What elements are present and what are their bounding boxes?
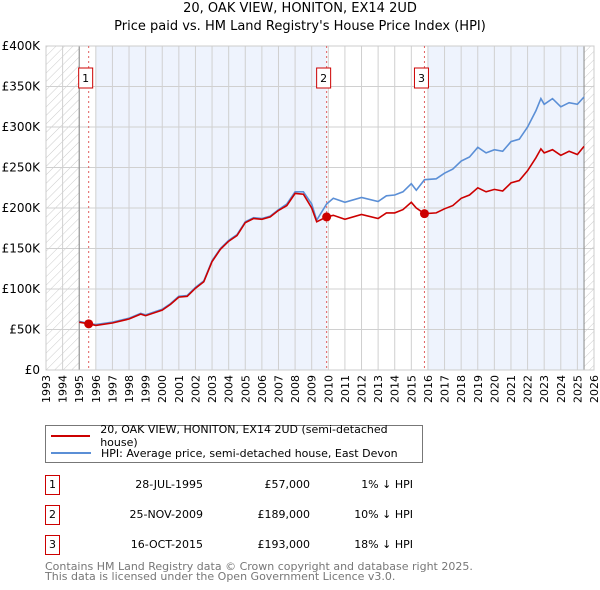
sale-date: 16-OCT-2015: [130, 538, 203, 551]
chart-subtitle: Price paid vs. HM Land Registry's House …: [114, 19, 486, 34]
sale-label: 2: [320, 72, 327, 85]
x-tick-label: 2026: [588, 375, 600, 403]
x-tick-label: 2022: [522, 375, 535, 403]
legend-item-property: 20, OAK VIEW, HONITON, EX14 2UD (semi-de…: [46, 423, 422, 449]
x-tick-label: 2019: [472, 375, 485, 403]
sale-point: [419, 209, 429, 219]
x-tick-label: 2002: [189, 375, 202, 403]
x-tick-label: 2011: [339, 375, 352, 403]
x-tick-label: 2021: [505, 375, 518, 403]
x-tick-label: 2025: [571, 375, 584, 403]
sale-hpi-diff: 18% ↓ HPI: [354, 538, 413, 551]
y-tick-label: £200K: [2, 201, 42, 215]
y-tick-label: £400K: [2, 39, 42, 53]
sale-label-box: [78, 67, 94, 89]
x-tick-label: 2003: [206, 375, 219, 403]
sale-date: 28-JUL-1995: [135, 478, 203, 491]
x-tick-label: 2020: [488, 375, 501, 403]
table-row: 3 16-OCT-2015 £193,000 18% ↓ HPI: [45, 535, 465, 555]
legend-swatch-blue: [51, 452, 91, 454]
legend: 20, OAK VIEW, HONITON, EX14 2UD (semi-de…: [45, 423, 423, 463]
sale-point: [84, 319, 94, 329]
x-tick-label: 2010: [322, 375, 335, 403]
y-tick-label: £50K: [9, 323, 41, 337]
x-tick-label: 2006: [256, 375, 269, 403]
x-tick-label: 2024: [555, 375, 568, 403]
sale-label-box: [413, 67, 429, 89]
sale-label: 1: [82, 72, 89, 85]
table-row: 1 28-JUL-1995 £57,000 1% ↓ HPI: [45, 475, 465, 495]
sale-hpi-diff: 1% ↓ HPI: [361, 478, 413, 491]
x-tick-label: 2023: [538, 375, 551, 403]
sale-point: [322, 212, 332, 222]
sale-price: £57,000: [264, 478, 311, 491]
x-tick-label: 1999: [140, 375, 153, 403]
price-paid-line: [79, 145, 585, 327]
y-tick-label: £150K: [2, 242, 42, 256]
x-tick-label: 2009: [306, 375, 319, 403]
legend-item-hpi: HPI: Average price, semi-detached house,…: [46, 445, 398, 461]
x-tick-label: 1993: [40, 375, 53, 403]
x-tick-label: 1996: [90, 375, 103, 403]
x-tick-label: 2008: [289, 375, 302, 403]
footer-licence: This data is licensed under the Open Gov…: [45, 570, 396, 583]
y-tick-label: £250K: [2, 161, 42, 175]
sale-price: £189,000: [257, 508, 311, 521]
sale-hpi-diff: 10% ↓ HPI: [354, 508, 413, 521]
x-tick-label: 2004: [223, 375, 236, 403]
legend-label: HPI: Average price, semi-detached house,…: [101, 446, 398, 460]
plot-border: [45, 45, 595, 371]
x-tick-label: 2014: [389, 375, 402, 403]
sale-marker-box: 1: [45, 475, 60, 495]
plot-area: 1993 1994 1995 1996 1997 1998 1999 2000 2001 2002…: [2, 39, 600, 403]
sale-marker-box: 2: [45, 505, 60, 525]
sale-date: 25-NOV-2009: [129, 508, 203, 521]
legend-label: 20, OAK VIEW, HONITON, EX14 2UD (semi-de…: [100, 423, 388, 449]
sale-marker-box: 3: [45, 535, 60, 555]
x-tick-label: 1995: [73, 375, 86, 403]
x-tick-label: 2013: [372, 375, 385, 403]
chart-title: 20, OAK VIEW, HONITON, EX14 2UD: [183, 1, 417, 16]
x-tick-label: 1997: [106, 375, 119, 403]
x-tick-label: 1998: [123, 375, 136, 403]
x-tick-label: 2012: [356, 375, 369, 403]
x-tick-label: 2016: [422, 375, 435, 403]
y-tick-label: £100K: [2, 282, 42, 296]
table-row: 2 25-NOV-2009 £189,000 10% ↓ HPI: [45, 505, 465, 525]
x-tick-label: 2018: [455, 375, 468, 403]
x-tick-label: 2001: [173, 375, 186, 403]
y-tick-label: £0: [25, 363, 40, 377]
x-tick-label: 2000: [156, 375, 169, 403]
y-tick-label: £350K: [2, 80, 42, 94]
x-tick-label: 2017: [439, 375, 452, 403]
x-tick-label: 2015: [405, 375, 418, 403]
y-tick-label: £300K: [2, 120, 42, 134]
x-tick-label: 2005: [239, 375, 252, 403]
sale-label-box: [316, 67, 332, 89]
sale-price: £193,000: [257, 538, 311, 551]
footer-copyright: Contains HM Land Registry data © Crown c…: [45, 560, 473, 573]
x-tick-label: 2007: [272, 375, 285, 403]
x-tick-label: 1994: [57, 375, 70, 403]
legend-swatch-red: [51, 435, 91, 437]
sale-label: 3: [418, 72, 425, 85]
